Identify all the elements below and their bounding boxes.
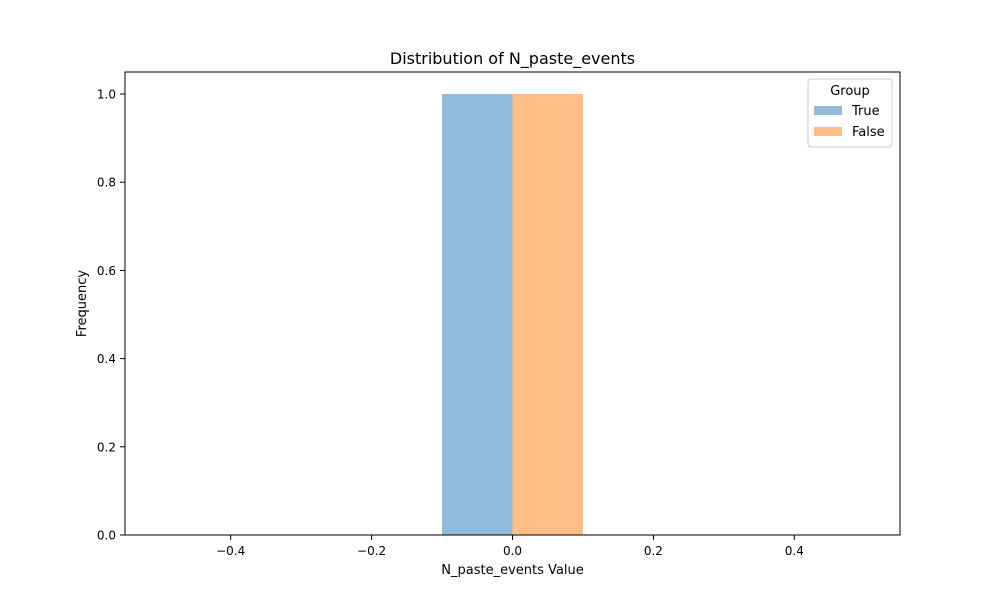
legend-label-true: True (851, 104, 880, 119)
bar-true-0 (442, 94, 513, 536)
y-tick-label: 1.0 (97, 88, 116, 102)
x-tick-label: −0.4 (216, 544, 245, 558)
legend-swatch-false (814, 127, 842, 136)
x-tick-label: 0.0 (503, 544, 522, 558)
bars-layer (442, 94, 583, 536)
bar-false-0 (512, 94, 583, 536)
y-tick-label: 0.6 (97, 264, 116, 278)
y-axis-ticks: 0.0 0.2 0.4 0.6 0.8 1.0 (97, 88, 125, 543)
y-tick-label: 0.8 (97, 176, 116, 190)
legend-label-false: False (852, 125, 885, 140)
legend: Group True False (807, 78, 893, 148)
y-axis-label: Frequency (75, 270, 90, 337)
y-tick-label: 0.0 (97, 529, 116, 543)
x-tick-label: −0.2 (357, 544, 386, 558)
x-tick-label: 0.2 (644, 544, 663, 558)
x-tick-label: 0.4 (785, 544, 804, 558)
y-tick-label: 0.2 (97, 440, 116, 454)
chart-title: Distribution of N_paste_events (390, 49, 635, 69)
x-axis-ticks: −0.4 −0.2 0.0 0.2 0.4 (216, 535, 804, 558)
x-axis-label: N_paste_events Value (441, 563, 583, 578)
y-tick-label: 0.4 (97, 352, 116, 366)
legend-title: Group (830, 84, 870, 99)
legend-swatch-true (814, 106, 842, 115)
